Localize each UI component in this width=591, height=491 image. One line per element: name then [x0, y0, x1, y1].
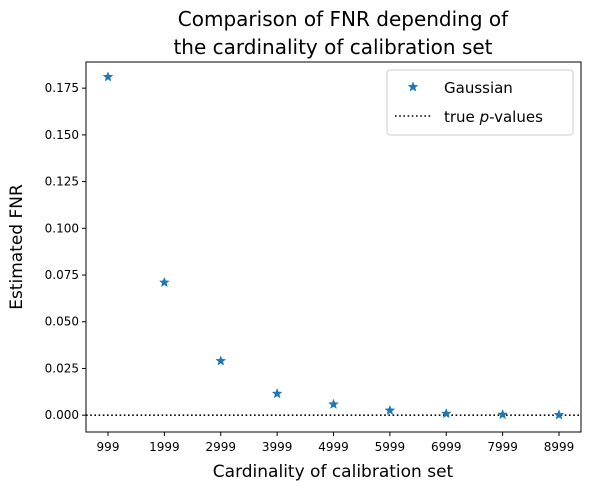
- legend-ref-suffix: -values: [489, 108, 543, 126]
- legend-ref-italic: p: [479, 108, 490, 126]
- data-point: [215, 355, 227, 366]
- data-point: [328, 398, 339, 409]
- data-point: [271, 387, 283, 399]
- data-point: [158, 276, 170, 288]
- y-axis-ticks: 0.000 0.025 0.050 0.075 0.100 0.125 0.150 0.175: [45, 81, 86, 422]
- y-tick-label: 0.150: [45, 128, 79, 142]
- y-tick-label: 0.175: [45, 81, 79, 95]
- x-axis-label: Cardinality of calibration set: [213, 462, 454, 482]
- x-tick-label: 7999: [487, 440, 518, 454]
- chart-title-line-2: the cardinality of calibration set: [173, 35, 492, 59]
- data-point: [102, 71, 114, 82]
- x-tick-label: 8999: [544, 440, 575, 454]
- x-tick-label: 2999: [205, 440, 236, 454]
- gaussian-series: [102, 71, 565, 420]
- y-tick-label: 0.075: [45, 268, 79, 282]
- y-tick-label: 0.125: [45, 175, 79, 189]
- legend-frame: [386, 69, 574, 136]
- y-axis-label: Estimated FNR: [7, 184, 27, 310]
- data-point: [384, 404, 396, 416]
- data-point: [553, 409, 565, 420]
- y-tick-label: 0.050: [45, 315, 79, 329]
- legend-star-marker: [407, 81, 419, 92]
- x-tick-label: 6999: [431, 440, 462, 454]
- chart-title-line-1: Comparison of FNR depending of: [178, 7, 509, 31]
- y-tick-label: 0.000: [45, 408, 79, 422]
- data-point: [497, 408, 509, 420]
- x-tick-label: 1999: [149, 440, 180, 454]
- legend-true-p-values-label: true p-values: [444, 108, 543, 126]
- data-point: [440, 407, 452, 419]
- legend-gaussian-label: Gaussian: [444, 79, 513, 97]
- legend: Gaussian true p-values: [386, 69, 574, 136]
- x-tick-label: 4999: [318, 440, 349, 454]
- y-tick-label: 0.025: [45, 361, 79, 375]
- x-tick-label: 999: [97, 440, 120, 454]
- legend-ref-prefix: true: [444, 108, 480, 126]
- x-tick-label: 3999: [262, 440, 293, 454]
- x-tick-label: 5999: [375, 440, 406, 454]
- y-tick-label: 0.100: [45, 221, 79, 235]
- x-axis-ticks: 999 1999 2999 3999 4999 5999 6999 7999 8999: [97, 432, 575, 454]
